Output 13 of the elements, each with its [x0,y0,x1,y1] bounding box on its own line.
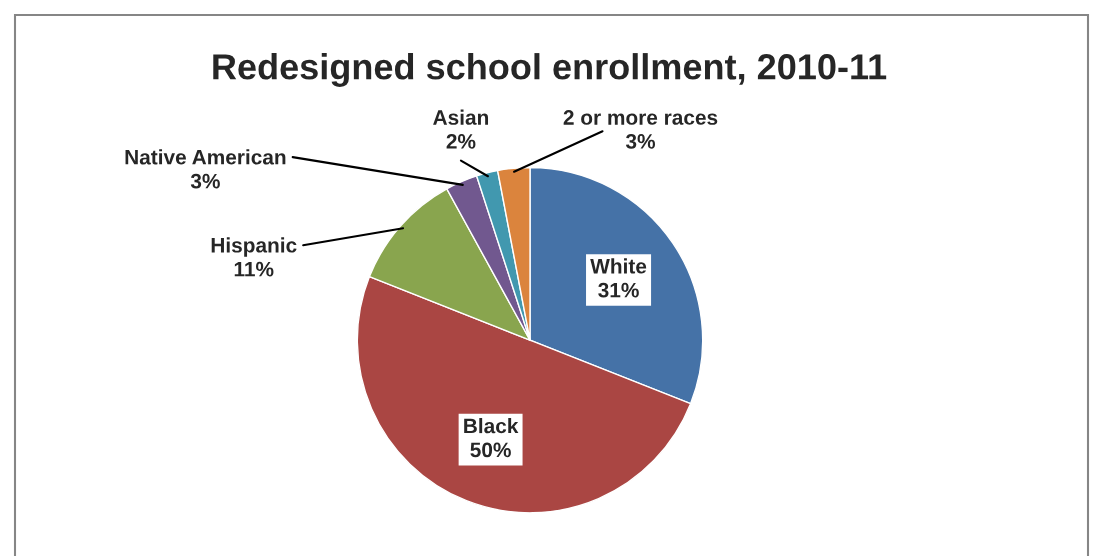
data-label: 50% [470,442,511,458]
data-label: 31% [598,282,639,298]
slice-label: Hispanic [211,237,297,257]
slice-label: 2 or more races [563,110,718,125]
slice-label: White [590,258,647,274]
slice-label: Native American [125,149,286,165]
data-label: 3% [190,173,220,189]
slice-label: Asian [433,109,489,125]
data-label: 11% [234,261,274,277]
chart-title: Redesigned school enrollment, 2010-11 [213,53,887,87]
data-label: 3% [625,134,656,149]
data-label: 2% [446,134,476,149]
slice-label: Black [464,418,519,434]
